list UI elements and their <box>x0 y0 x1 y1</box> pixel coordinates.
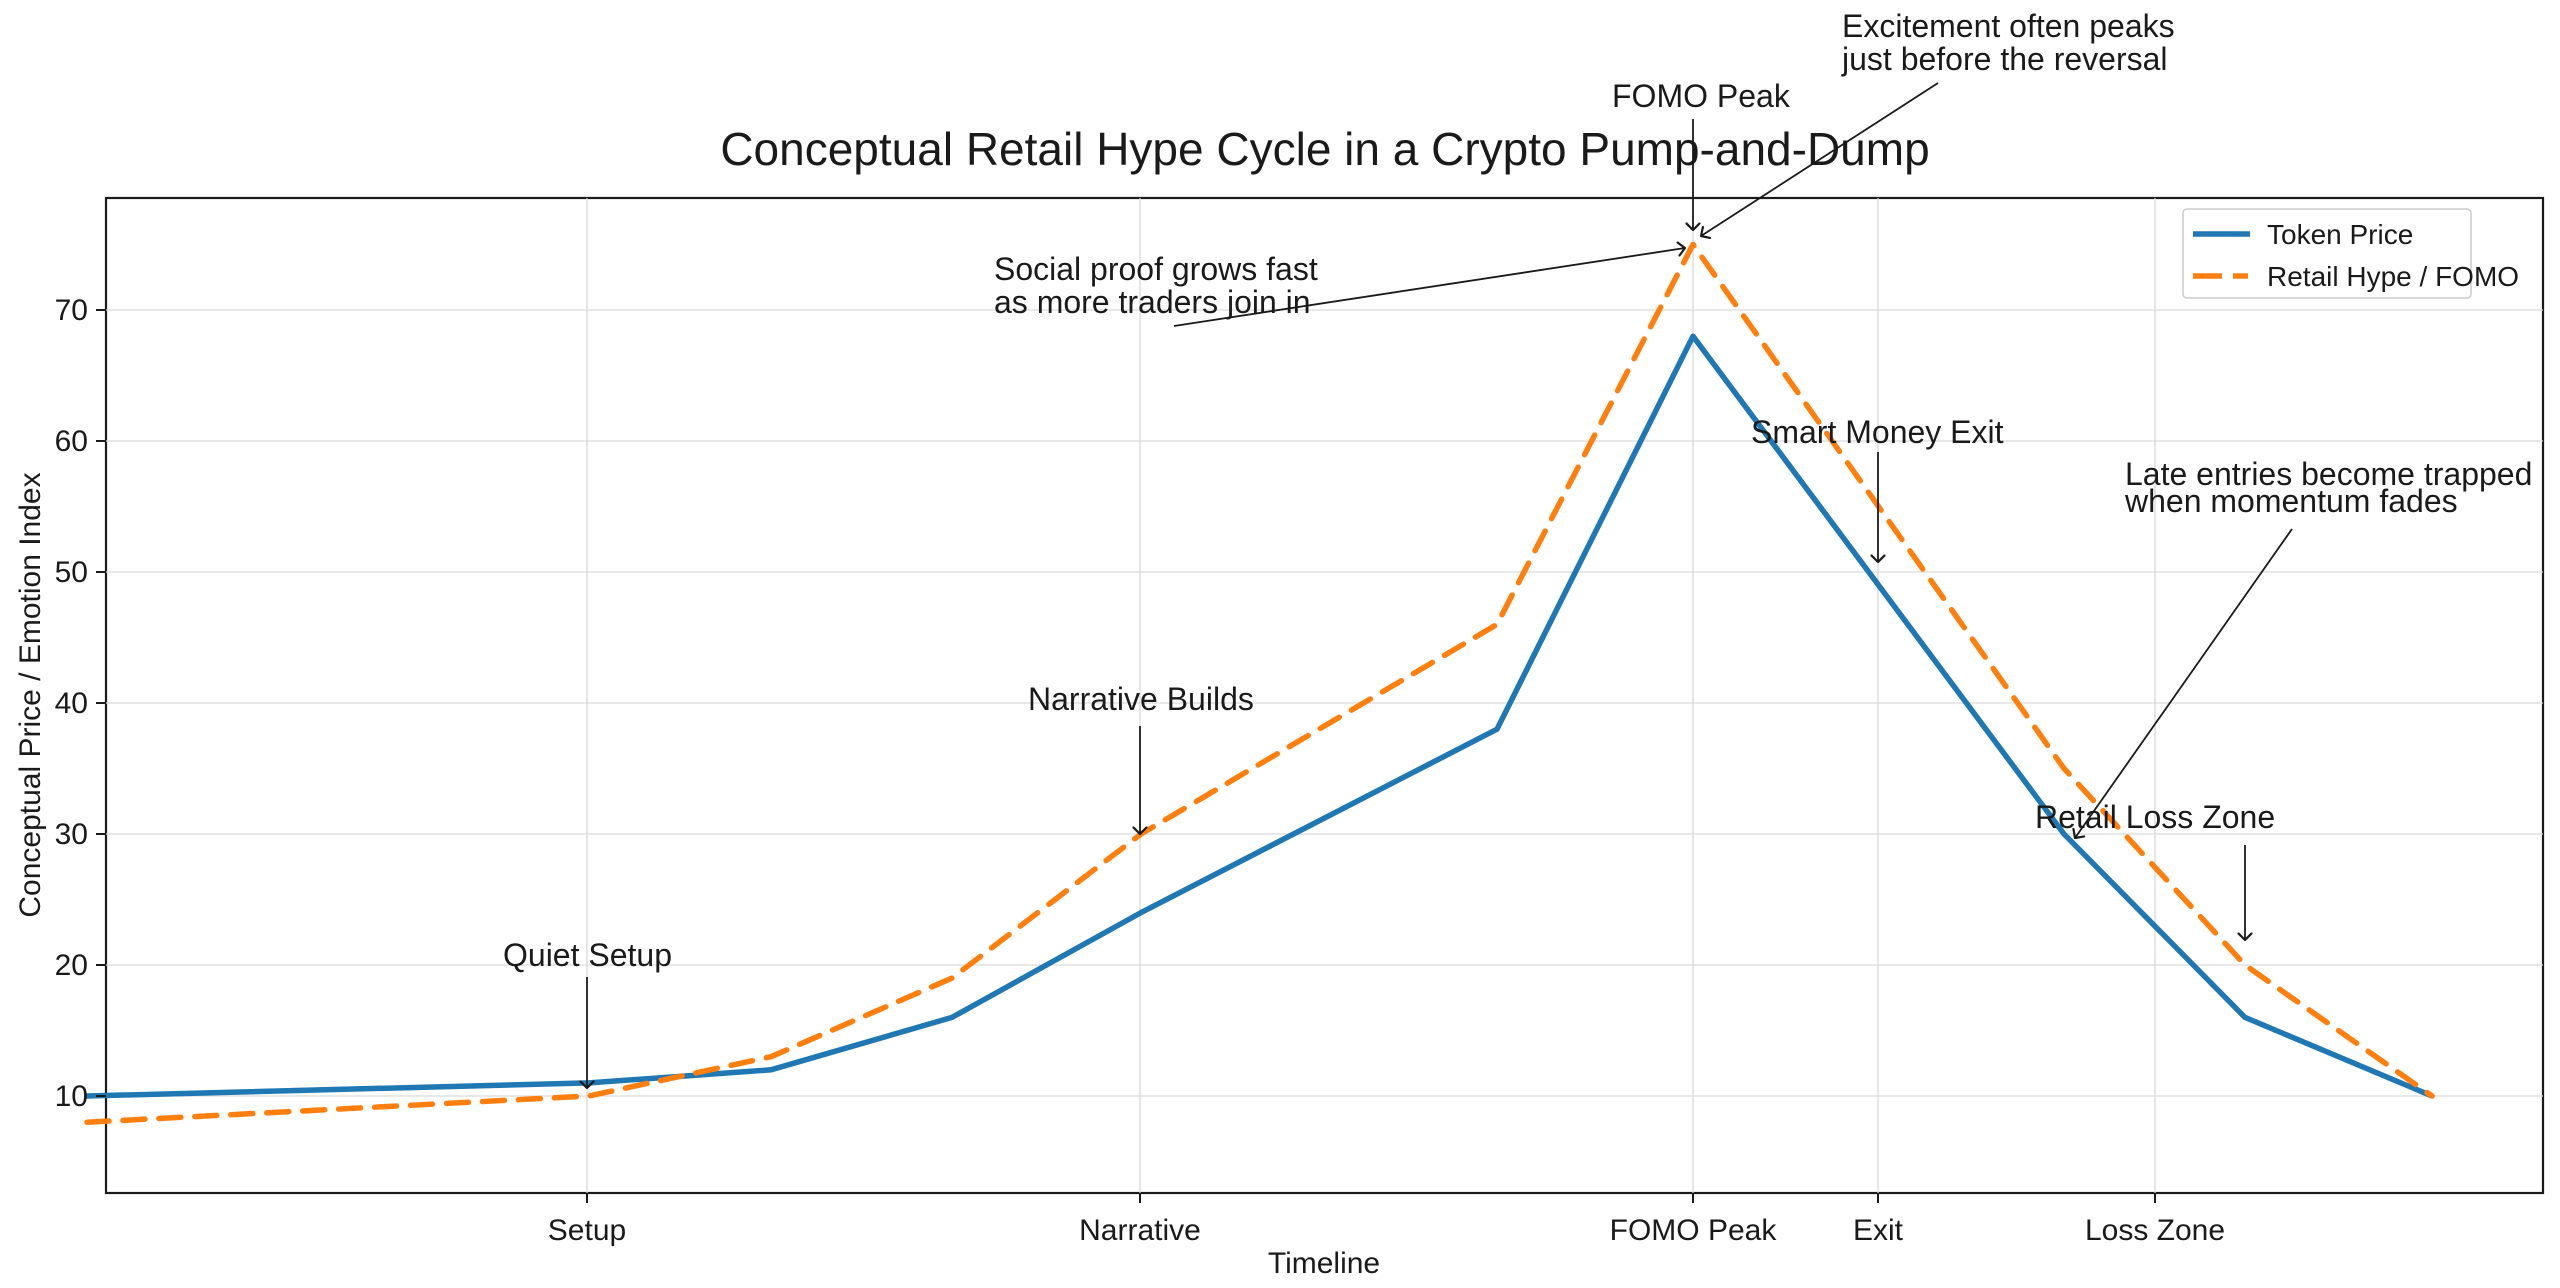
svg-text:just before the reversal: just before the reversal <box>1841 41 2168 77</box>
svg-text:Token Price: Token Price <box>2267 219 2413 250</box>
svg-text:as more traders join in: as more traders join in <box>994 284 1311 320</box>
svg-text:Timeline: Timeline <box>1268 1247 1380 1280</box>
svg-text:50: 50 <box>55 556 88 589</box>
svg-text:30: 30 <box>55 818 88 851</box>
svg-text:FOMO Peak: FOMO Peak <box>1610 1214 1778 1247</box>
svg-text:Narrative Builds: Narrative Builds <box>1028 681 1254 717</box>
svg-text:Setup: Setup <box>548 1214 626 1247</box>
svg-text:Exit: Exit <box>1853 1214 1904 1247</box>
svg-text:when momentum fades: when momentum fades <box>2124 483 2458 519</box>
svg-text:Conceptual Retail Hype Cycle i: Conceptual Retail Hype Cycle in a Crypto… <box>720 123 1929 175</box>
svg-text:20: 20 <box>55 949 88 982</box>
svg-text:Excitement often peaks: Excitement often peaks <box>1842 8 2175 44</box>
svg-text:10: 10 <box>55 1080 88 1113</box>
svg-text:FOMO Peak: FOMO Peak <box>1612 78 1791 114</box>
svg-text:Retail Loss Zone: Retail Loss Zone <box>2035 799 2275 835</box>
svg-text:Smart Money Exit: Smart Money Exit <box>1751 414 2004 450</box>
svg-text:60: 60 <box>55 425 88 458</box>
svg-text:Loss Zone: Loss Zone <box>2085 1214 2225 1247</box>
svg-text:Retail Hype / FOMO: Retail Hype / FOMO <box>2267 261 2519 292</box>
svg-text:Conceptual Price / Emotion Ind: Conceptual Price / Emotion Index <box>14 472 47 917</box>
svg-text:40: 40 <box>55 687 88 720</box>
svg-text:Quiet Setup: Quiet Setup <box>503 937 672 973</box>
svg-text:70: 70 <box>55 294 88 327</box>
svg-text:Social proof grows fast: Social proof grows fast <box>994 251 1318 287</box>
svg-text:Narrative: Narrative <box>1079 1214 1201 1247</box>
